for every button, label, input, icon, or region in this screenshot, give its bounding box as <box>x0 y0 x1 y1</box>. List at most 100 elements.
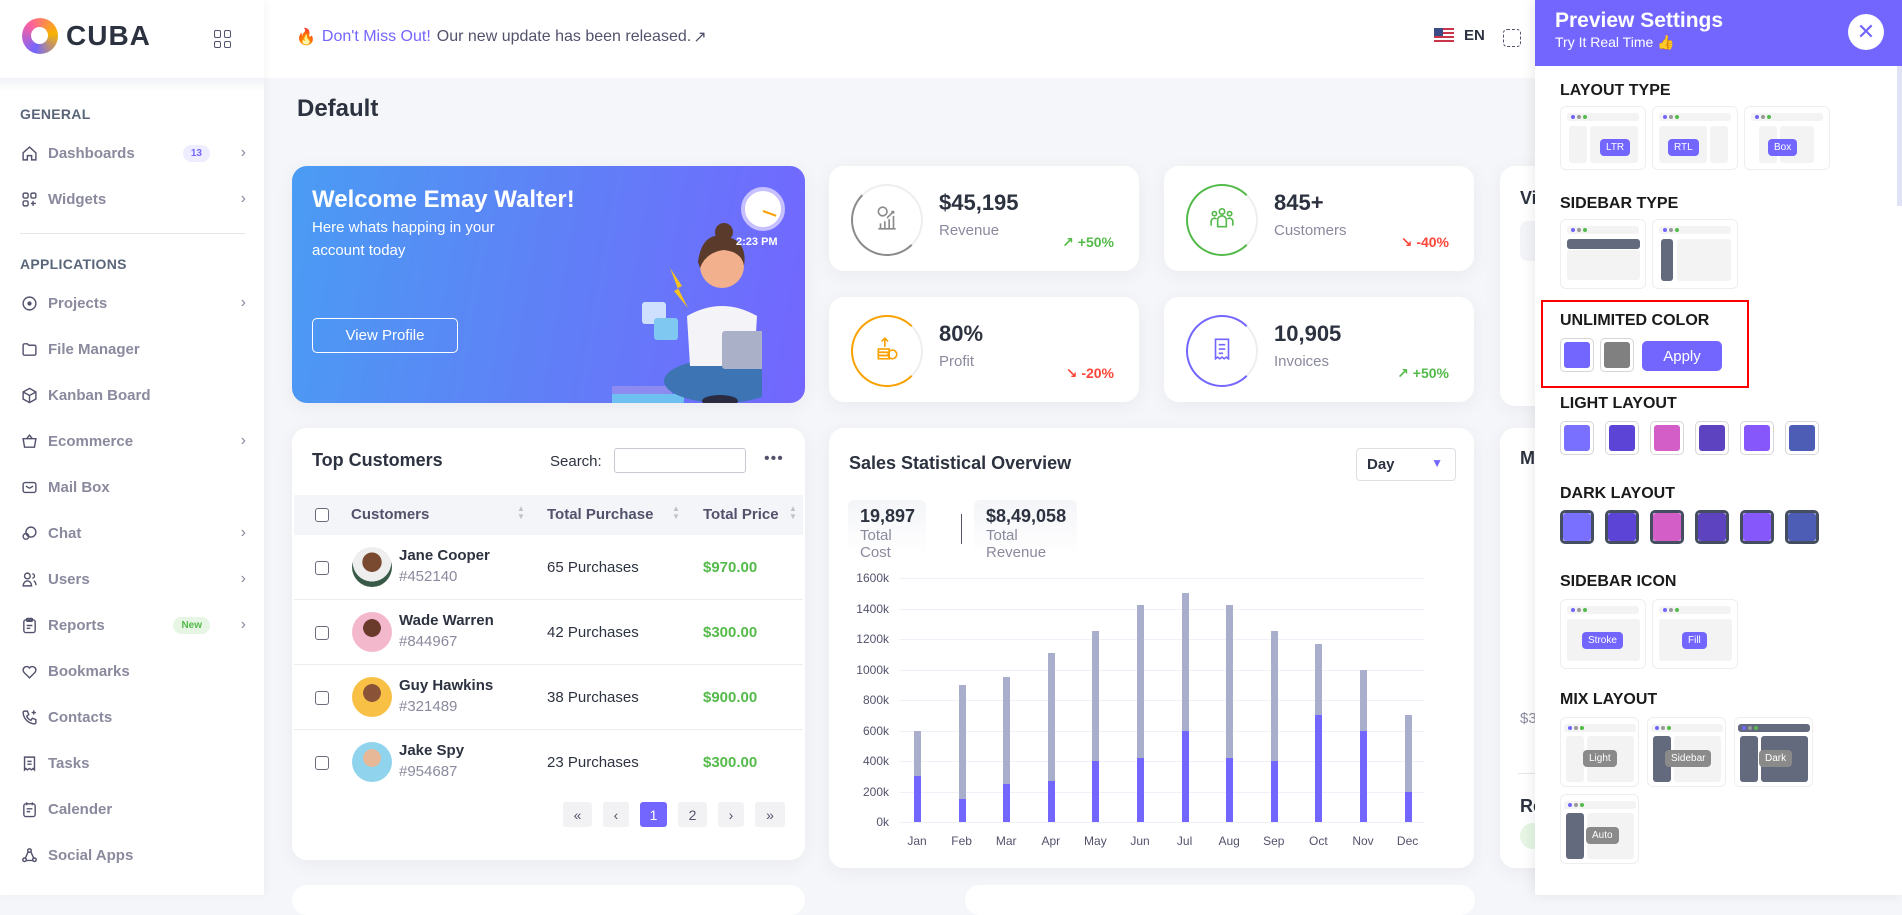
sidebar-type-vertical[interactable] <box>1652 219 1738 289</box>
dark-color-1[interactable] <box>1560 510 1594 544</box>
mix-layout-light[interactable]: Light <box>1560 717 1639 787</box>
fire-icon: 🔥 <box>296 29 316 46</box>
sidebar-item-label: Kanban Board <box>48 386 151 404</box>
sidebar-item-tasks[interactable]: Tasks <box>20 748 248 778</box>
mix-layout-dark[interactable]: Dark <box>1734 717 1813 787</box>
sidebar-item-contacts[interactable]: Contacts <box>20 702 248 732</box>
chart-bar[interactable] <box>1360 578 1367 822</box>
chart-bar[interactable] <box>1181 578 1189 822</box>
sidebar-item-chat[interactable]: Chat › <box>20 518 248 548</box>
next-page-button[interactable]: › <box>718 802 744 827</box>
table-row[interactable]: Guy Hawkins #321489 38 Purchases $900.00 <box>294 665 803 730</box>
sidebar-item-dashboards[interactable]: Dashboards 13 › <box>20 138 248 168</box>
sidebar-icon-fill[interactable]: Fill <box>1652 599 1738 669</box>
preview-settings-panel: Preview Settings Try It Real Time 👍 ✕ LA… <box>1535 0 1902 895</box>
update-notice[interactable]: 🔥 Don't Miss Out! Our new update has bee… <box>296 27 707 47</box>
chart-bar[interactable] <box>958 578 966 822</box>
light-color-4[interactable] <box>1695 421 1729 455</box>
dark-color-2[interactable] <box>1605 510 1639 544</box>
chart-bar[interactable] <box>1003 578 1011 822</box>
row-checkbox[interactable] <box>315 756 329 770</box>
column-header-total-purchase[interactable]: Total Purchase <box>547 506 654 523</box>
row-checkbox[interactable] <box>315 561 329 575</box>
prev-page-button[interactable]: ‹ <box>603 802 629 827</box>
primary-color-picker[interactable] <box>1560 338 1594 372</box>
chart-bar[interactable] <box>914 578 921 822</box>
sidebar-item-calender[interactable]: Calender <box>20 794 248 824</box>
language-selector[interactable]: EN <box>1434 27 1485 44</box>
sidebar-item-social-apps[interactable]: Social Apps <box>20 840 248 870</box>
dark-color-6[interactable] <box>1785 510 1819 544</box>
sort-icon[interactable]: ▲ ▼ <box>517 504 525 521</box>
dark-color-3[interactable] <box>1650 510 1684 544</box>
sidebar-item-projects[interactable]: Projects › <box>20 288 248 318</box>
light-color-6[interactable] <box>1785 421 1819 455</box>
brand-name: CUBA <box>66 20 151 51</box>
sidebar-item-users[interactable]: Users › <box>20 564 248 594</box>
search-input[interactable] <box>614 448 746 473</box>
card-title: Sales Statistical Overview <box>849 453 1072 473</box>
sidebar-type-horizontal[interactable] <box>1560 219 1646 289</box>
sidebar-item-widgets[interactable]: Widgets › <box>20 184 248 214</box>
mix-layout-auto[interactable]: Auto <box>1560 794 1639 864</box>
apply-color-button[interactable]: Apply <box>1642 341 1722 371</box>
sidebar-item-label: Reports <box>48 616 105 634</box>
page-2-button[interactable]: 2 <box>678 802 707 827</box>
first-page-button[interactable]: « <box>563 802 592 827</box>
select-all-checkbox[interactable] <box>315 508 329 522</box>
panel-scrollbar[interactable] <box>1897 66 1902 206</box>
sidebar-item-bookmarks[interactable]: Bookmarks <box>20 656 248 686</box>
light-color-2[interactable] <box>1605 421 1639 455</box>
layout-option-box[interactable]: Box <box>1744 106 1830 170</box>
chart-bar[interactable] <box>1404 578 1412 822</box>
secondary-color-picker[interactable] <box>1600 338 1634 372</box>
chart-bar[interactable] <box>1047 578 1055 822</box>
column-header-customers[interactable]: Customers <box>351 506 430 523</box>
sidebar-icon-stroke[interactable]: Stroke <box>1560 599 1646 669</box>
grid-toggle-icon[interactable] <box>214 30 232 48</box>
fullscreen-icon[interactable] <box>1503 29 1521 47</box>
view-profile-button[interactable]: View Profile <box>312 318 458 353</box>
row-checkbox[interactable] <box>315 691 329 705</box>
sidebar-item-mail-box[interactable]: Mail Box <box>20 472 248 502</box>
layout-option-ltr[interactable]: LTR <box>1560 106 1646 170</box>
divider <box>961 514 962 544</box>
period-select[interactable]: Day ▼ <box>1356 448 1456 481</box>
light-color-5[interactable] <box>1740 421 1774 455</box>
column-header-total-price[interactable]: Total Price <box>703 506 779 523</box>
sort-icon[interactable]: ▲ ▼ <box>672 504 680 521</box>
more-options-icon[interactable]: ••• <box>764 450 784 467</box>
page-1-button[interactable]: 1 <box>640 802 667 827</box>
layout-option-rtl[interactable]: RTL <box>1652 106 1738 170</box>
sidebar-item-ecommerce[interactable]: Ecommerce › <box>20 426 248 456</box>
chart-bar[interactable] <box>1270 578 1278 822</box>
customer-id: #844967 <box>399 633 458 650</box>
chart-bar[interactable] <box>1092 578 1100 822</box>
mix-layout-sidebar[interactable]: Sidebar <box>1647 717 1726 787</box>
table-row[interactable]: Jake Spy #954687 23 Purchases $300.00 <box>294 730 803 795</box>
table-row[interactable]: Wade Warren #844967 42 Purchases $300.00 <box>294 600 803 665</box>
sort-icon[interactable]: ▲ ▼ <box>789 504 797 521</box>
logo-icon <box>22 18 58 54</box>
light-color-1[interactable] <box>1560 421 1594 455</box>
bottom-card <box>965 885 1475 915</box>
close-icon[interactable]: ✕ <box>1848 14 1884 50</box>
y-axis-tick: 1200k <box>856 632 889 646</box>
cube-icon <box>20 386 38 404</box>
chart-bar[interactable] <box>1315 578 1323 822</box>
x-axis-tick: Apr <box>1041 834 1061 848</box>
dark-color-4[interactable] <box>1695 510 1729 544</box>
table-row[interactable]: Jane Cooper #452140 65 Purchases $970.00 <box>294 535 803 600</box>
chart-bar[interactable] <box>1226 578 1234 822</box>
dark-color-5[interactable] <box>1740 510 1774 544</box>
logo[interactable]: CUBA <box>22 18 151 54</box>
sidebar-item-file-manager[interactable]: File Manager <box>20 334 248 364</box>
row-checkbox[interactable] <box>315 626 329 640</box>
chart-bar[interactable] <box>1137 578 1144 822</box>
section-title-layout-type: LAYOUT TYPE <box>1560 82 1671 99</box>
y-axis-tick: 1600k <box>856 571 889 585</box>
sidebar-item-reports[interactable]: Reports New › <box>20 610 248 640</box>
light-color-3[interactable] <box>1650 421 1684 455</box>
sidebar-item-kanban-board[interactable]: Kanban Board <box>20 380 248 410</box>
last-page-button[interactable]: » <box>755 802 785 827</box>
